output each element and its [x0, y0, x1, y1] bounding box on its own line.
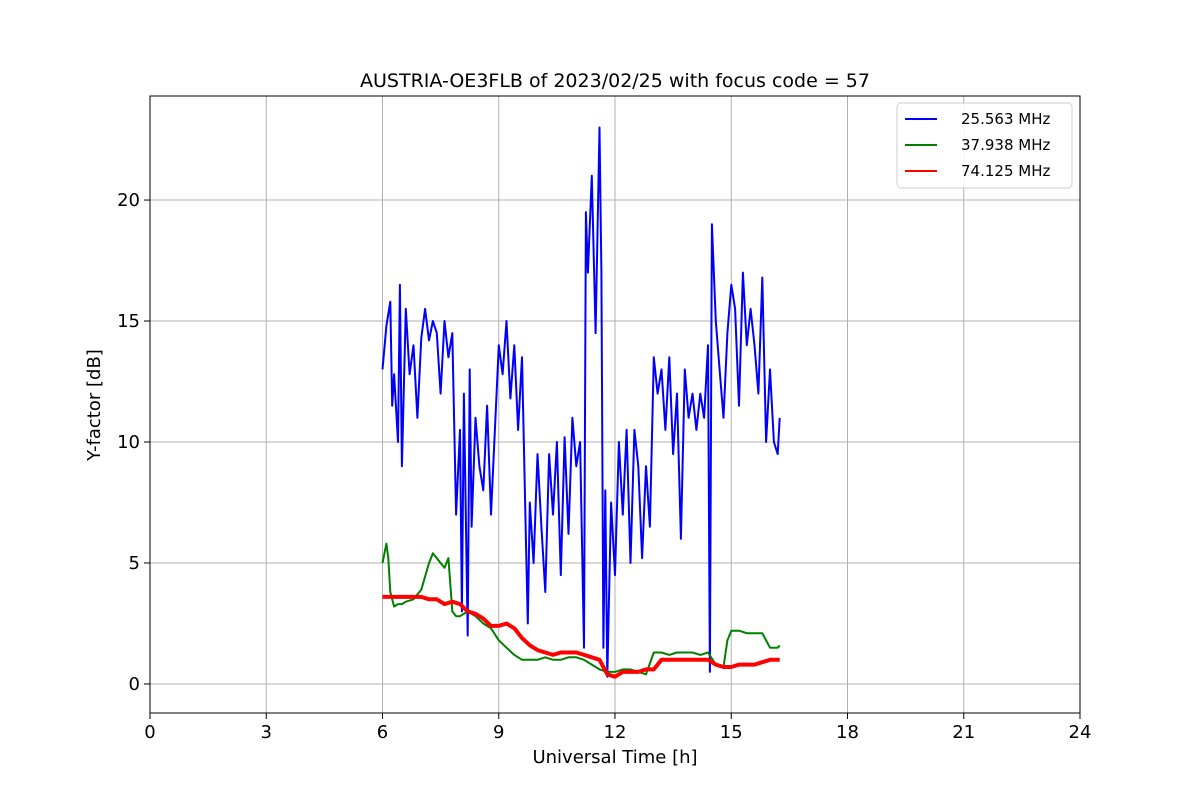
series-line-1	[381, 126, 781, 678]
legend-label-1: 25.563 MHz	[961, 110, 1050, 128]
x-tick-label: 3	[261, 722, 272, 743]
legend-label-3: 74.125 MHz	[961, 162, 1050, 180]
y-tick-label: 0	[129, 674, 140, 695]
y-tick-label: 20	[117, 190, 140, 211]
y-tick-label: 10	[117, 432, 140, 453]
y-tick-label: 5	[129, 553, 140, 574]
x-tick-label: 21	[952, 722, 975, 743]
legend: 25.563 MHz 37.938 MHz 74.125 MHz	[896, 102, 1073, 189]
x-tick-label: 24	[1069, 722, 1092, 743]
tick-layer: 0 3 6 9 12 15 18 21 24 0 5 10 15 20	[117, 190, 1091, 743]
x-tick-label: 6	[377, 722, 388, 743]
x-tick-label: 12	[604, 722, 627, 743]
x-tick-label: 9	[493, 722, 504, 743]
chart-title: AUSTRIA-OE3FLB of 2023/02/25 with focus …	[360, 70, 870, 92]
legend-box	[896, 102, 1073, 189]
x-axis-label: Universal Time [h]	[532, 747, 697, 768]
series-line-3	[382, 594, 780, 679]
y-axis-label: Y-factor [dB]	[84, 349, 105, 462]
series-layer	[381, 126, 781, 679]
x-tick-label: 15	[720, 722, 743, 743]
legend-label-2: 37.938 MHz	[961, 136, 1050, 154]
x-tick-label: 0	[144, 722, 155, 743]
x-tick-label: 18	[836, 722, 859, 743]
grid-layer	[149, 96, 1081, 713]
y-tick-label: 15	[117, 311, 140, 332]
